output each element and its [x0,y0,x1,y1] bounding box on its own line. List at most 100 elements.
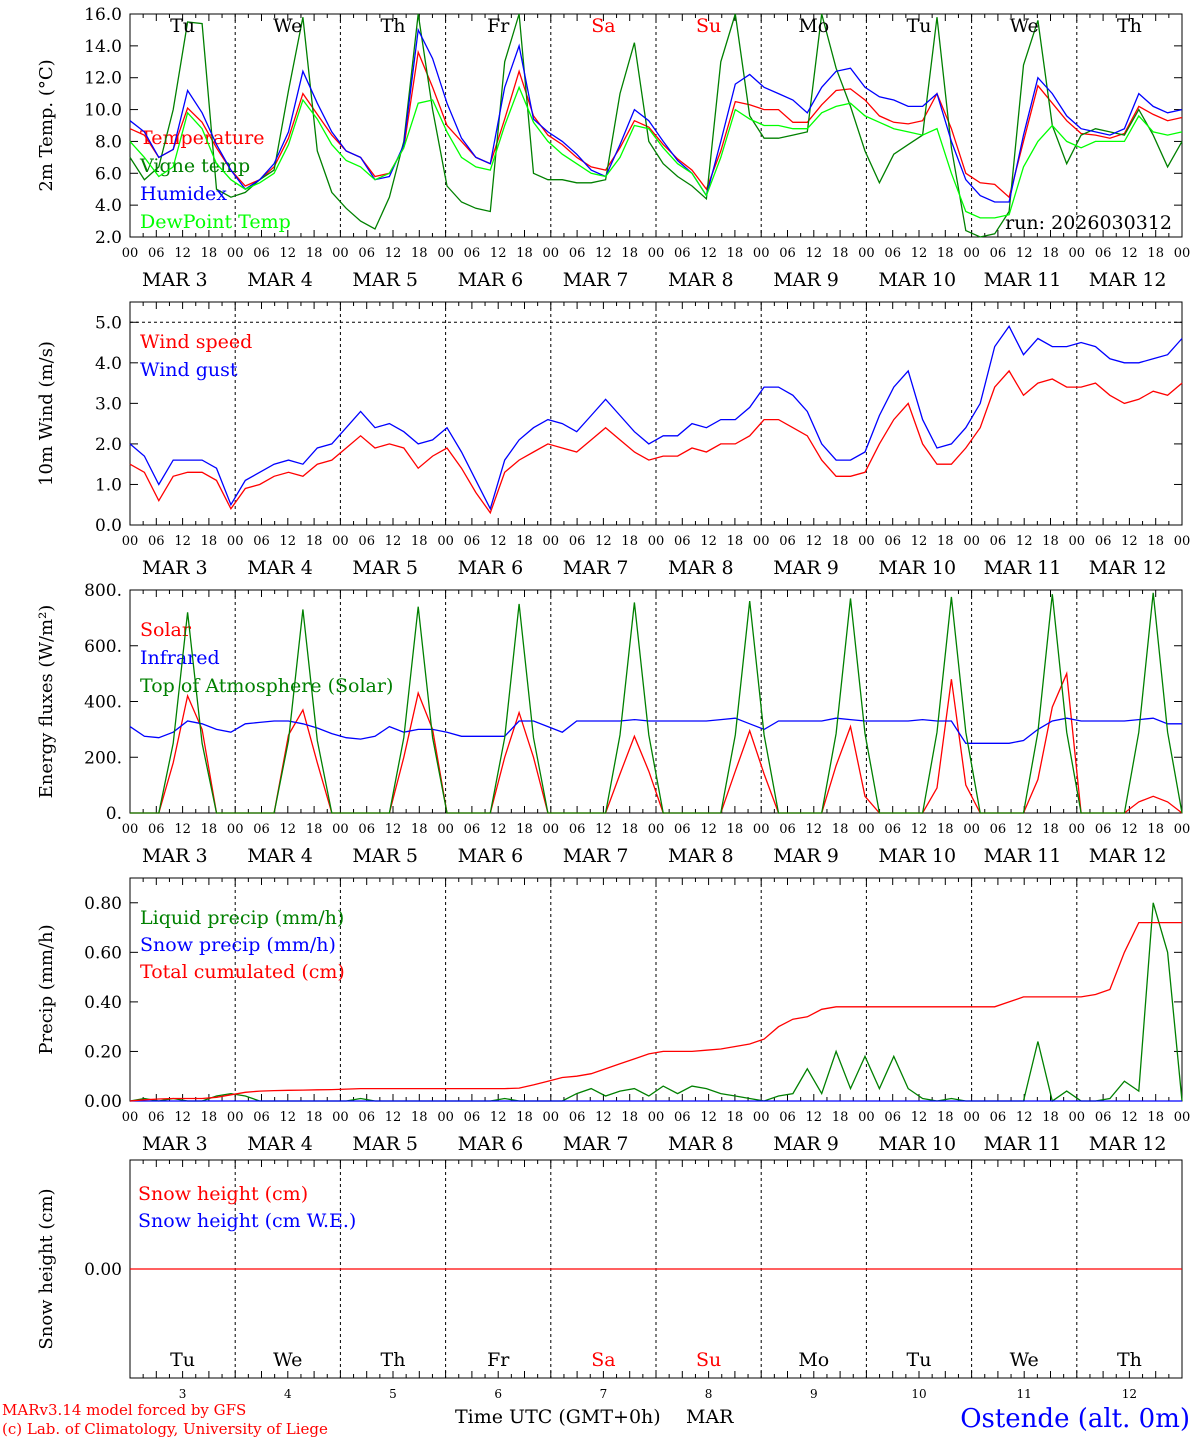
legend-entry: Solar [140,619,192,641]
hour-tick-label: 06 [1095,534,1112,549]
weekday-label: Sa [591,1349,615,1371]
weekday-label: Th [1117,1349,1142,1371]
day-label: MAR 9 [773,557,839,579]
hour-tick-label: 18 [832,822,849,837]
hour-tick-label: 06 [674,822,691,837]
hour-tick-label: 00 [437,246,454,261]
hour-tick-label: 12 [911,534,928,549]
day-label: MAR 12 [1089,1133,1167,1155]
hour-tick-label: 12 [385,822,402,837]
hour-tick-label: 00 [543,534,560,549]
y-axis-title: Precip (mm/h) [36,924,57,1054]
hour-tick-label: 00 [543,246,560,261]
hour-tick-label: 18 [727,822,744,837]
hour-tick-label: 00 [437,534,454,549]
y-tick-label: 600. [84,637,122,657]
hour-tick-label: 00 [648,246,665,261]
hour-tick-label: 00 [332,1110,349,1125]
hour-tick-label: 06 [884,822,901,837]
hour-tick-label: 18 [201,534,218,549]
day-label: MAR 6 [458,269,524,291]
hour-tick-label: 12 [700,822,717,837]
day-label: MAR 11 [984,1133,1062,1155]
y-tick-label: 8.0 [95,132,122,152]
hour-tick-label: 18 [832,1110,849,1125]
legend-entry: Top of Atmosphere (Solar) [140,675,393,697]
day-label: MAR 4 [247,269,313,291]
hour-tick-label: 06 [569,822,586,837]
hour-tick-label: 06 [779,246,796,261]
hour-tick-label: 12 [1121,534,1138,549]
hour-tick-label: 00 [963,246,980,261]
hour-tick-label: 12 [911,1110,928,1125]
y-tick-label: 0.80 [84,894,122,914]
bottom-day-number: 12 [1122,1387,1137,1401]
hour-tick-label: 18 [411,1110,428,1125]
panel-energy: 0. 200. 400. 600. 800. Energy fluxes (W/m²) So… [36,581,1190,867]
hour-tick-label: 18 [516,1110,533,1125]
hour-tick-label: 00 [1069,822,1086,837]
legend-entry: Wind speed [140,331,252,353]
hour-tick-label: 12 [385,246,402,261]
x-axis-title: Time UTC (GMT+0h) [455,1406,661,1428]
hour-tick-label: 06 [148,822,165,837]
panel-frame [129,13,1183,238]
bottom-day-number: 7 [600,1387,608,1401]
hour-tick-label: 12 [1016,534,1033,549]
day-label: MAR 12 [1089,557,1167,579]
hour-tick-label: 18 [727,1110,744,1125]
hour-tick-label: 12 [1121,246,1138,261]
bottom-day-number: 6 [494,1387,502,1401]
series-line-temperature [129,49,1183,199]
y-tick-label: 14.0 [84,37,122,57]
hour-tick-label: 00 [122,1110,139,1125]
hour-tick-label: 06 [990,822,1007,837]
hour-tick-label: 06 [779,534,796,549]
hour-tick-label: 06 [674,246,691,261]
hour-tick-label: 00 [963,822,980,837]
day-label: MAR 9 [773,845,839,867]
hour-tick-label: 00 [648,1110,665,1125]
footer-credit-line-2: (c) Lab. of Climatology, University of L… [2,1420,328,1438]
y-tick-label: 16.0 [84,5,122,25]
hour-tick-label: 18 [621,822,638,837]
panel-precip: 0.00 0.20 0.40 0.60 0.80 Precip (mm/h) Liquid … [36,877,1190,1155]
hour-tick-label: 06 [253,534,270,549]
hour-tick-label: 18 [832,534,849,549]
day-label: MAR 8 [668,557,734,579]
hour-tick-label: 18 [1042,534,1059,549]
y-tick-label: 6.0 [95,164,122,184]
bottom-day-number: 5 [389,1387,397,1401]
y-tick-label: 0.20 [84,1042,122,1062]
hour-tick-label: 12 [806,534,823,549]
hour-tick-label: 12 [1016,246,1033,261]
day-label: MAR 7 [563,557,629,579]
y-tick-label: 0.40 [84,993,122,1013]
hour-tick-label: 06 [569,534,586,549]
hour-tick-label: 18 [411,534,428,549]
day-label: MAR 11 [984,557,1062,579]
hour-tick-label: 18 [1042,822,1059,837]
hour-tick-label: 12 [174,534,191,549]
series-line-humidex [129,27,1183,203]
day-label: MAR 7 [563,845,629,867]
day-label: MAR 11 [984,269,1062,291]
hour-tick-label: 12 [385,534,402,549]
hour-tick-label: 18 [411,822,428,837]
hour-tick-label: 06 [464,1110,481,1125]
day-label: MAR 10 [878,557,956,579]
hour-tick-label: 06 [674,534,691,549]
hour-tick-label: 06 [779,1110,796,1125]
hour-tick-label: 00 [227,534,244,549]
hour-tick-label: 06 [569,1110,586,1125]
hour-tick-label: 00 [753,534,770,549]
weekday-label: Th [1117,15,1142,37]
weekday-label: Th [381,1349,406,1371]
hour-tick-label: 18 [937,1110,954,1125]
hour-tick-label: 06 [358,534,375,549]
hour-tick-label: 00 [858,1110,875,1125]
run-label: run: 2026030312 [1005,212,1172,234]
hour-tick-label: 18 [1042,1110,1059,1125]
weekday-label: We [1010,15,1039,37]
